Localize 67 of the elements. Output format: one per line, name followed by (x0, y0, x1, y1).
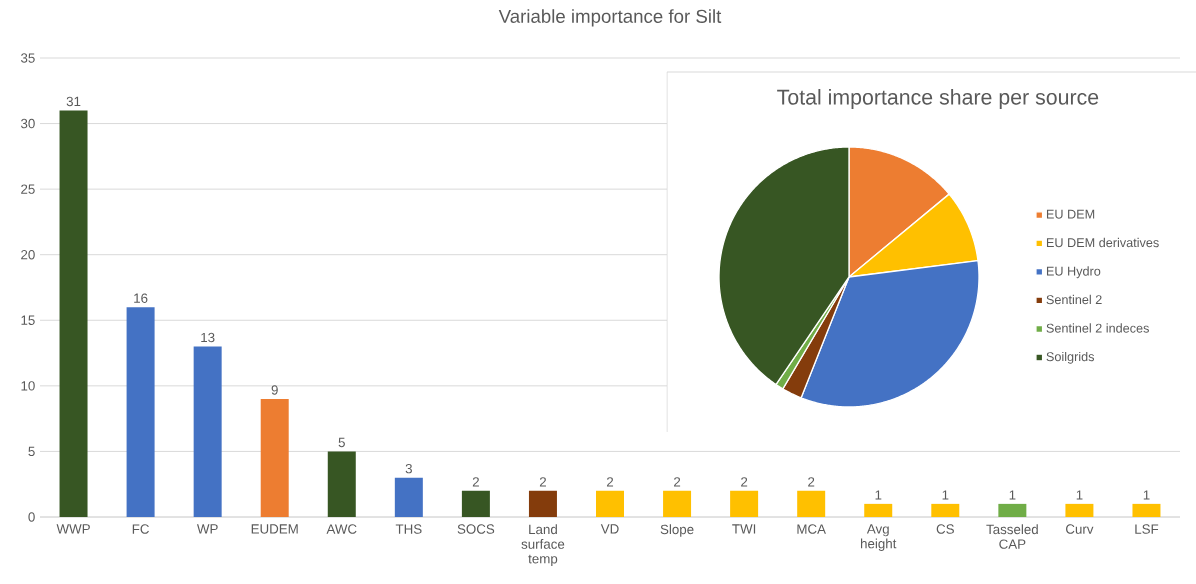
bar (260, 398, 289, 517)
data-label: 2 (472, 477, 479, 487)
bar (1132, 503, 1161, 517)
x-tick-label: Avg height (860, 524, 897, 551)
bar (59, 110, 88, 517)
y-tick-label: 20 (21, 249, 35, 260)
legend-label: Soilgrids (1046, 351, 1095, 364)
data-label: 1 (875, 490, 882, 500)
y-tick-label: 0 (28, 512, 35, 522)
bar (327, 451, 356, 517)
data-label: 1 (1076, 490, 1083, 500)
legend-label: Sentinel 2 indeces (1046, 323, 1149, 333)
x-tick-label: Curv (1066, 524, 1094, 534)
y-tick-label: 35 (20, 53, 35, 63)
data-label: 31 (66, 96, 81, 107)
data-label: 1 (942, 490, 949, 500)
y-tick-label: 5 (28, 446, 35, 457)
bar (730, 490, 759, 517)
legend-label: EU DEM (1046, 209, 1095, 219)
data-label: 16 (134, 293, 148, 303)
x-tick-label: Tasseled CAP (986, 524, 1038, 549)
x-tick-label: AWC (326, 524, 357, 534)
x-tick-label: SOCS (457, 524, 495, 534)
data-label: 2 (741, 477, 748, 487)
bar (797, 490, 826, 517)
bar (193, 346, 222, 517)
bar (596, 490, 625, 517)
bar (864, 503, 893, 517)
x-tick-label: FC (132, 524, 149, 534)
data-label: 9 (271, 385, 278, 395)
bar (394, 477, 423, 517)
data-label: 2 (808, 477, 815, 487)
chart-title: Variable importance for Silt (498, 9, 722, 27)
bar (1065, 503, 1094, 517)
legend-label: Sentinel 2 (1046, 294, 1102, 305)
y-tick-label: 25 (21, 184, 35, 194)
x-tick-label: WP (196, 524, 218, 534)
chart-title: Total importance share per source (777, 89, 1099, 109)
y-tick-label: 15 (21, 315, 35, 325)
data-label: 1 (1143, 490, 1150, 500)
y-tick-label: 10 (21, 381, 35, 391)
bar (461, 490, 490, 517)
data-label: 1 (1009, 490, 1016, 500)
x-tick-label: CS (936, 524, 954, 534)
x-tick-label: VD (600, 524, 619, 534)
y-tick-label: 30 (20, 118, 35, 129)
x-tick-label: Slope (660, 524, 694, 537)
x-tick-label: Land surface temp (521, 524, 565, 567)
bar (528, 490, 557, 517)
bar (663, 490, 692, 517)
data-label: 5 (338, 437, 345, 448)
x-tick-label: WWP (56, 524, 90, 534)
bar (126, 307, 155, 517)
data-label: 2 (674, 477, 681, 487)
x-tick-label: EUDEM (251, 524, 298, 534)
bar (931, 503, 960, 517)
data-label: 2 (606, 477, 614, 487)
x-tick-label: THS (395, 524, 422, 534)
legend-label: EU DEM derivatives (1046, 237, 1159, 248)
bar (998, 503, 1027, 517)
x-tick-label: TWI (732, 524, 756, 534)
data-label: 3 (405, 463, 412, 474)
legend-label: EU Hydro (1046, 266, 1101, 279)
x-tick-label: MCA (797, 524, 826, 534)
data-label: 2 (539, 477, 546, 487)
data-label: 13 (201, 332, 215, 343)
x-tick-label: LSF (1135, 524, 1159, 534)
